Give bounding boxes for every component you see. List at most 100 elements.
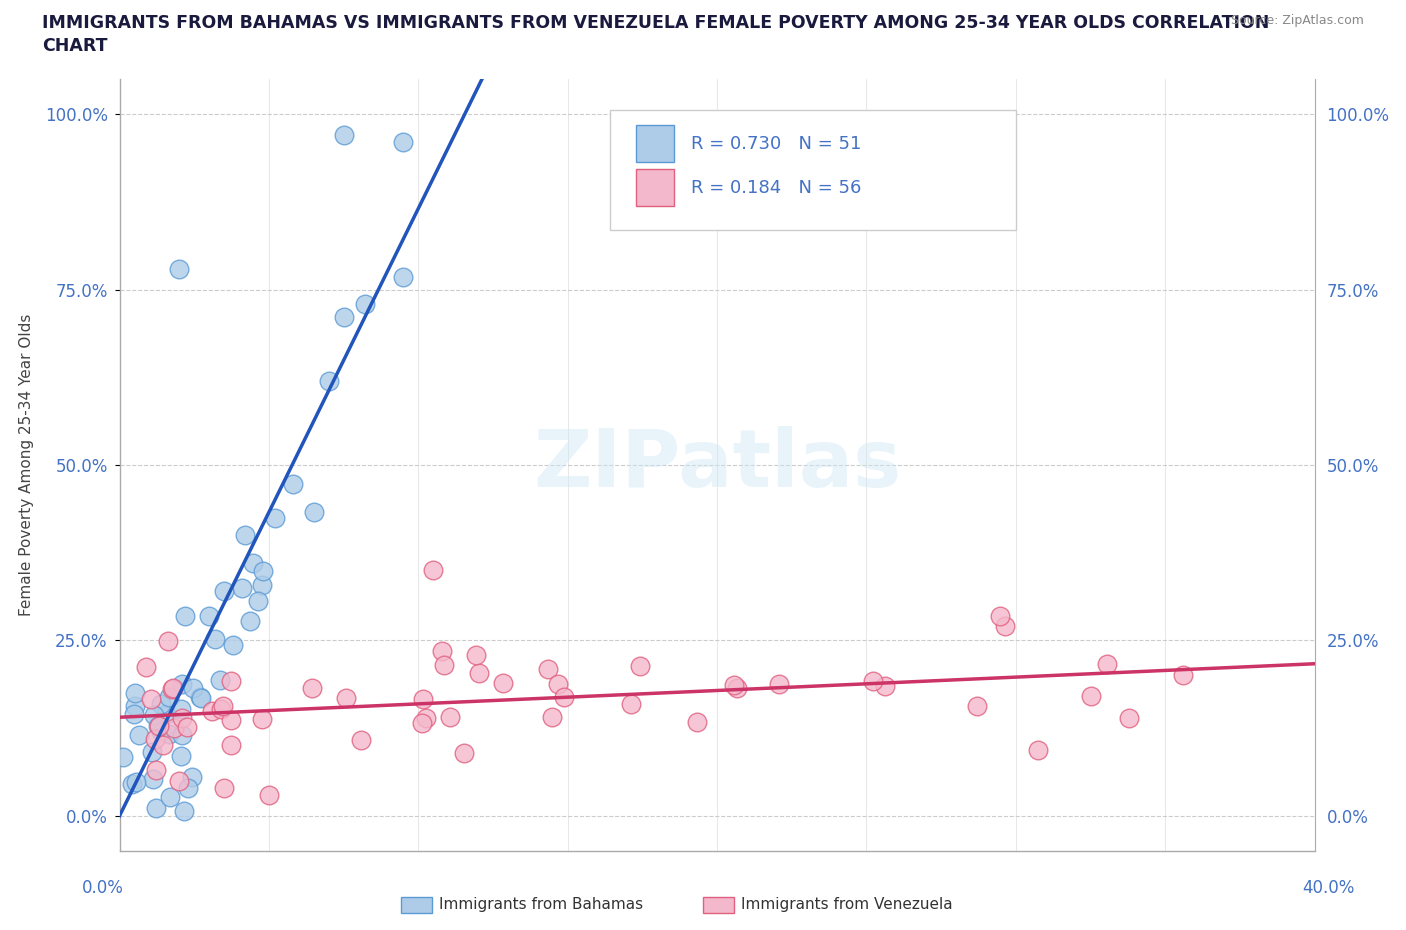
Text: 40.0%: 40.0%	[1302, 879, 1355, 897]
Point	[142, 772, 165, 787]
Point	[537, 661, 560, 676]
Point	[252, 564, 274, 578]
Point	[465, 647, 488, 662]
Text: ZIPatlas: ZIPatlas	[533, 426, 901, 504]
Point	[219, 674, 242, 689]
Point	[1080, 689, 1102, 704]
Point	[332, 310, 354, 325]
Point	[540, 710, 562, 724]
Point	[176, 720, 198, 735]
Point	[170, 676, 193, 691]
Point	[181, 770, 204, 785]
Point	[1118, 711, 1140, 725]
Point	[302, 504, 325, 519]
Point	[412, 692, 434, 707]
Point	[221, 637, 243, 652]
Point	[994, 618, 1017, 633]
Point	[264, 511, 287, 525]
Text: R = 0.184   N = 56: R = 0.184 N = 56	[690, 179, 860, 197]
Point	[250, 711, 273, 726]
Point	[143, 732, 166, 747]
Point	[231, 580, 253, 595]
Point	[1171, 667, 1194, 682]
Point	[145, 801, 167, 816]
Point	[111, 750, 134, 764]
Point	[155, 706, 177, 721]
Point	[170, 727, 193, 742]
Point	[233, 527, 256, 542]
Point	[492, 675, 515, 690]
Point	[162, 681, 184, 696]
Point	[141, 745, 163, 760]
Point	[432, 644, 454, 658]
Point	[169, 261, 191, 276]
Point	[239, 614, 262, 629]
Point	[198, 608, 221, 623]
Point	[190, 691, 212, 706]
Point	[318, 374, 340, 389]
Point	[145, 763, 167, 777]
Point	[966, 698, 988, 713]
Point	[121, 776, 143, 790]
Point	[173, 804, 195, 818]
Point	[169, 774, 191, 789]
Point	[170, 702, 193, 717]
Text: CHART: CHART	[42, 37, 108, 55]
Bar	[636, 169, 673, 206]
Point	[212, 698, 235, 713]
Point	[208, 673, 231, 688]
Point	[157, 726, 180, 741]
Point	[149, 697, 172, 711]
Point	[281, 477, 304, 492]
Point	[124, 698, 146, 713]
Point	[200, 703, 222, 718]
Point	[1097, 657, 1119, 671]
Point	[219, 737, 242, 752]
Point	[335, 690, 357, 705]
Point	[124, 685, 146, 700]
Point	[156, 633, 179, 648]
Point	[209, 702, 232, 717]
Point	[988, 609, 1011, 624]
Point	[453, 745, 475, 760]
Point	[159, 790, 181, 804]
Text: Immigrants from Bahamas: Immigrants from Bahamas	[439, 897, 643, 912]
Point	[141, 692, 163, 707]
Point	[467, 665, 489, 680]
Point	[768, 677, 790, 692]
Text: Source: ZipAtlas.com: Source: ZipAtlas.com	[1230, 14, 1364, 27]
Point	[620, 697, 643, 711]
Point	[433, 658, 456, 672]
Text: IMMIGRANTS FROM BAHAMAS VS IMMIGRANTS FROM VENEZUELA FEMALE POVERTY AMONG 25-34 : IMMIGRANTS FROM BAHAMAS VS IMMIGRANTS FR…	[42, 14, 1270, 32]
Point	[353, 297, 375, 312]
FancyBboxPatch shape	[610, 110, 1015, 230]
Point	[247, 593, 270, 608]
Point	[143, 708, 166, 723]
Point	[350, 732, 373, 747]
Point	[219, 713, 242, 728]
Point	[439, 710, 461, 724]
Point	[170, 749, 193, 764]
Point	[150, 724, 173, 738]
Point	[181, 681, 204, 696]
Point	[686, 715, 709, 730]
Point	[135, 659, 157, 674]
Point	[163, 721, 186, 736]
Point	[332, 127, 354, 142]
Point	[190, 689, 212, 704]
Point	[1026, 743, 1049, 758]
Text: R = 0.730   N = 51: R = 0.730 N = 51	[690, 135, 860, 153]
Point	[170, 711, 193, 725]
Point	[204, 631, 226, 646]
Point	[212, 780, 235, 795]
Point	[301, 680, 323, 695]
Point	[411, 716, 433, 731]
Point	[125, 775, 148, 790]
Point	[250, 578, 273, 592]
Point	[725, 681, 748, 696]
Point	[723, 678, 745, 693]
Point	[159, 689, 181, 704]
Point	[392, 135, 415, 150]
Point	[146, 718, 169, 733]
Text: 0.0%: 0.0%	[82, 879, 124, 897]
